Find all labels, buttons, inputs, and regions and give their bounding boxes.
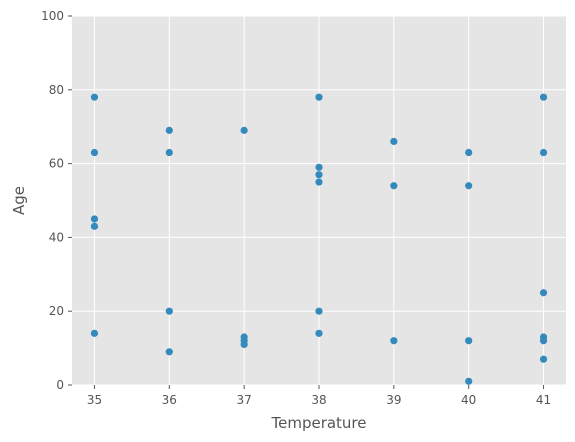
data-point [390, 337, 398, 345]
data-point [90, 148, 99, 157]
x-tick-label: 40 [461, 393, 476, 407]
data-point [315, 171, 323, 179]
data-point [539, 337, 548, 345]
data-point [390, 137, 398, 146]
data-point [165, 307, 173, 315]
y-tick-label: 80 [49, 83, 64, 97]
data-point [539, 355, 548, 363]
data-point [465, 337, 473, 345]
y-tick-label: 40 [49, 230, 64, 244]
x-tick-label: 39 [386, 393, 401, 407]
data-point [390, 182, 398, 190]
data-points [90, 93, 548, 385]
y-axis-label: Age [10, 186, 28, 215]
data-point [539, 93, 548, 101]
grid-lines [72, 15, 566, 386]
data-point [165, 348, 173, 356]
x-tick-label: 41 [536, 393, 551, 407]
data-point [90, 93, 99, 101]
data-point [465, 377, 473, 385]
y-tick-label: 100 [41, 9, 64, 23]
axis-ticks: 35 36 37 38 39 40 41 0 20 40 60 80 100 [41, 9, 551, 407]
y-tick-label: 60 [49, 157, 64, 171]
data-point [90, 215, 99, 223]
data-point [465, 148, 473, 157]
data-point [539, 148, 548, 157]
data-point [240, 126, 248, 134]
data-point [90, 329, 99, 337]
data-point [165, 126, 173, 134]
data-point [539, 289, 548, 297]
x-tick-label: 35 [87, 393, 102, 407]
data-point [315, 93, 323, 101]
data-point [315, 329, 323, 337]
y-tick-label: 0 [56, 378, 64, 392]
data-point [240, 340, 248, 349]
x-tick-label: 38 [311, 393, 326, 407]
data-point [165, 148, 173, 157]
x-tick-label: 36 [162, 393, 177, 407]
data-point [315, 178, 323, 186]
data-point [465, 182, 473, 190]
data-point [315, 163, 323, 171]
x-tick-label: 37 [237, 393, 252, 407]
data-point [315, 307, 323, 315]
data-point [90, 222, 99, 230]
y-tick-label: 20 [49, 304, 64, 318]
x-axis-label: Temperature [270, 414, 366, 432]
